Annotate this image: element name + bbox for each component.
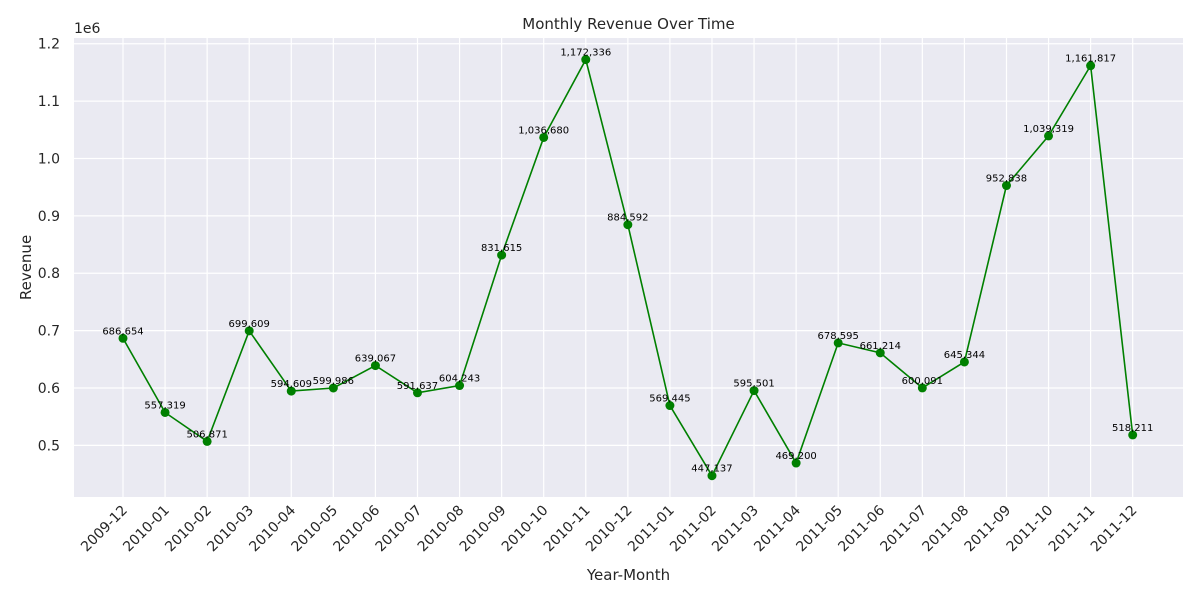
data-point — [160, 407, 170, 417]
data-value-label: 1,172,336 — [560, 48, 611, 59]
y-tick-label: 0.7 — [38, 324, 60, 340]
data-value-label: 831,615 — [481, 243, 522, 254]
data-point — [959, 357, 969, 367]
data-value-label: 569,445 — [649, 394, 690, 405]
x-axis-title: Year-Month — [586, 566, 670, 584]
data-point — [370, 361, 380, 371]
data-point — [539, 132, 549, 142]
data-point — [791, 458, 801, 468]
data-point — [244, 326, 254, 336]
y-tick-label: 1.0 — [38, 151, 60, 167]
data-value-label: 661,214 — [860, 341, 901, 352]
data-value-label: 447,137 — [691, 464, 732, 475]
data-value-label: 599,986 — [313, 376, 354, 387]
data-value-label: 518,211 — [1112, 423, 1153, 434]
data-value-label: 686,654 — [102, 326, 143, 337]
data-point — [202, 436, 212, 446]
x-axis-ticks: 2009-122010-012010-022010-032010-042010-… — [78, 502, 1140, 555]
data-value-label: 1,161,817 — [1065, 54, 1116, 65]
data-value-label: 884,592 — [607, 213, 648, 224]
data-value-label: 506,871 — [186, 429, 227, 440]
data-point — [1001, 181, 1011, 191]
data-point — [455, 381, 465, 391]
plot-background — [74, 38, 1183, 497]
data-point — [1086, 61, 1096, 71]
y-tick-label: 1.1 — [38, 94, 60, 110]
y-axis-offset-label: 1e6 — [74, 21, 101, 37]
y-axis-title: Revenue — [17, 235, 35, 300]
x-tick-label: 2011-12 — [1088, 503, 1141, 556]
y-tick-label: 0.8 — [38, 266, 60, 282]
data-value-label: 600,091 — [902, 376, 943, 387]
data-point — [917, 383, 927, 393]
data-value-label: 1,039,319 — [1023, 124, 1074, 135]
data-value-label: 604,243 — [439, 374, 480, 385]
data-value-label: 469,200 — [775, 451, 816, 462]
grid-lines — [74, 38, 1183, 497]
data-point — [875, 348, 885, 358]
data-point — [1044, 131, 1054, 141]
data-value-label: 595,501 — [733, 379, 774, 390]
y-tick-label: 0.6 — [38, 381, 60, 397]
data-point — [665, 401, 675, 411]
data-point — [1128, 430, 1138, 440]
data-value-label: 645,344 — [944, 350, 985, 361]
y-tick-label: 0.9 — [38, 209, 60, 225]
y-axis-ticks: 0.5 0.6 0.7 0.8 0.9 1.0 1.1 1.2 — [38, 37, 60, 455]
data-point — [833, 338, 843, 348]
data-value-label: 952,838 — [986, 174, 1027, 185]
data-point — [707, 471, 717, 481]
data-value-label: 594,609 — [271, 379, 312, 390]
y-tick-label: 0.5 — [38, 438, 60, 454]
data-point — [623, 220, 633, 230]
data-point — [749, 386, 759, 396]
data-point — [328, 383, 338, 393]
series-markers — [118, 55, 1138, 481]
data-value-label: 591,637 — [397, 381, 438, 392]
data-point — [497, 250, 507, 260]
data-value-label: 699,609 — [229, 319, 270, 330]
data-point — [581, 55, 591, 65]
data-value-label: 639,067 — [355, 354, 396, 365]
y-tick-label: 1.2 — [38, 37, 60, 53]
data-point — [118, 333, 128, 343]
data-labels: 686,654 557,319 506,871 699,609 594,609 599,9… — [102, 48, 1153, 475]
data-point — [412, 388, 422, 398]
data-value-label: 1,036,680 — [518, 125, 569, 136]
data-value-label: 678,595 — [818, 331, 859, 342]
data-value-label: 557,319 — [144, 400, 185, 411]
data-point — [286, 386, 296, 396]
chart-title: Monthly Revenue Over Time — [522, 15, 734, 33]
